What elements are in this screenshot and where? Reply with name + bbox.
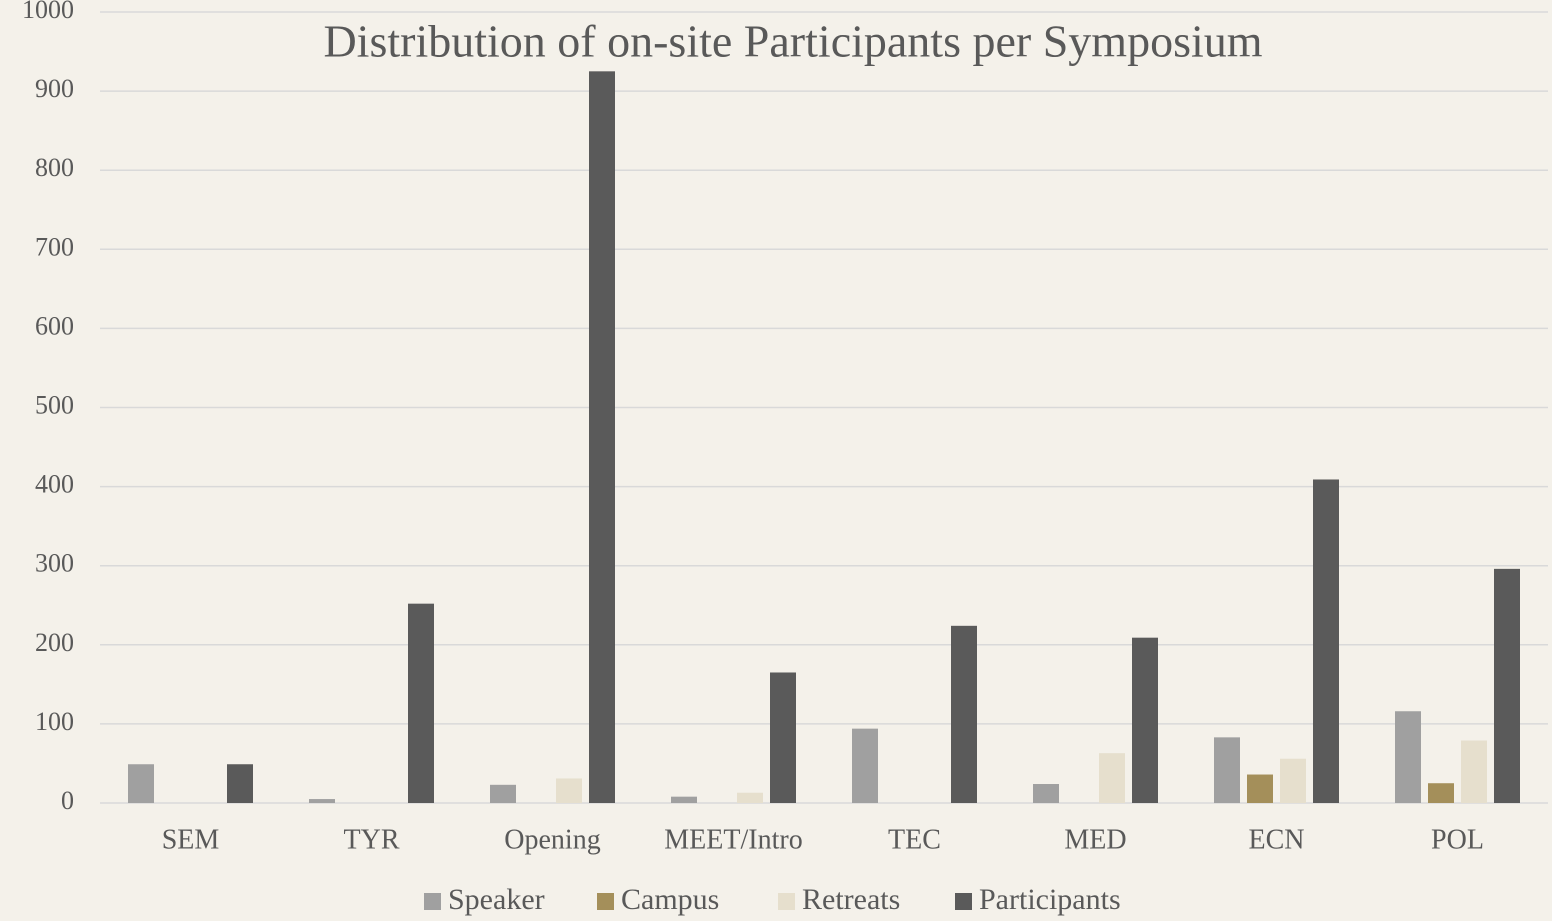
- bar: [408, 603, 434, 803]
- bar: [556, 778, 582, 803]
- legend-swatch: [597, 893, 614, 910]
- y-tick-label: 0: [61, 786, 74, 815]
- legend-label: Campus: [621, 883, 719, 916]
- bar: [589, 71, 615, 803]
- bar: [490, 784, 516, 803]
- legend-label: Retreats: [802, 883, 900, 916]
- x-tick-label: ECN: [1249, 824, 1305, 855]
- x-tick-label: SEM: [162, 824, 220, 855]
- bar: [1461, 740, 1487, 803]
- bar: [309, 799, 335, 803]
- bar: [671, 796, 697, 803]
- y-tick-label: 700: [35, 232, 74, 261]
- x-tick-label: Opening: [504, 824, 600, 855]
- y-tick-label: 800: [35, 153, 74, 182]
- x-tick-label: TEC: [888, 824, 941, 855]
- y-tick-label: 200: [35, 628, 74, 657]
- bar: [951, 625, 977, 803]
- legend-swatch: [424, 893, 441, 910]
- bar: [1428, 783, 1454, 803]
- y-tick-label: 400: [35, 470, 74, 499]
- y-tick-label: 600: [35, 311, 74, 340]
- chart-title: Distribution of on-site Participants per…: [323, 16, 1262, 67]
- legend-swatch: [778, 893, 795, 910]
- legend-label: Speaker: [448, 883, 545, 916]
- bar: [1132, 637, 1158, 803]
- x-tick-label: POL: [1431, 824, 1484, 855]
- bar: [1033, 784, 1059, 803]
- bar: [1214, 737, 1240, 803]
- x-tick-label: TYR: [344, 824, 400, 855]
- bar: [1313, 479, 1339, 803]
- bar: [737, 792, 763, 803]
- x-tick-label: MEET/Intro: [664, 824, 802, 855]
- legend-label: Participants: [979, 883, 1121, 916]
- y-tick-label: 900: [35, 74, 74, 103]
- y-tick-label: 500: [35, 390, 74, 419]
- bar: [1280, 758, 1306, 803]
- bar: [1494, 568, 1520, 803]
- bar: [852, 728, 878, 803]
- bar: [227, 764, 253, 803]
- y-tick-label: 1000: [22, 0, 74, 24]
- legend-swatch: [955, 893, 972, 910]
- bar: [1247, 774, 1273, 803]
- y-tick-label: 100: [35, 707, 74, 736]
- y-tick-label: 300: [35, 549, 74, 578]
- bar: [1395, 711, 1421, 803]
- bar: [1099, 753, 1125, 803]
- bar: [128, 764, 154, 803]
- bar: [770, 672, 796, 803]
- x-tick-label: MED: [1064, 824, 1126, 855]
